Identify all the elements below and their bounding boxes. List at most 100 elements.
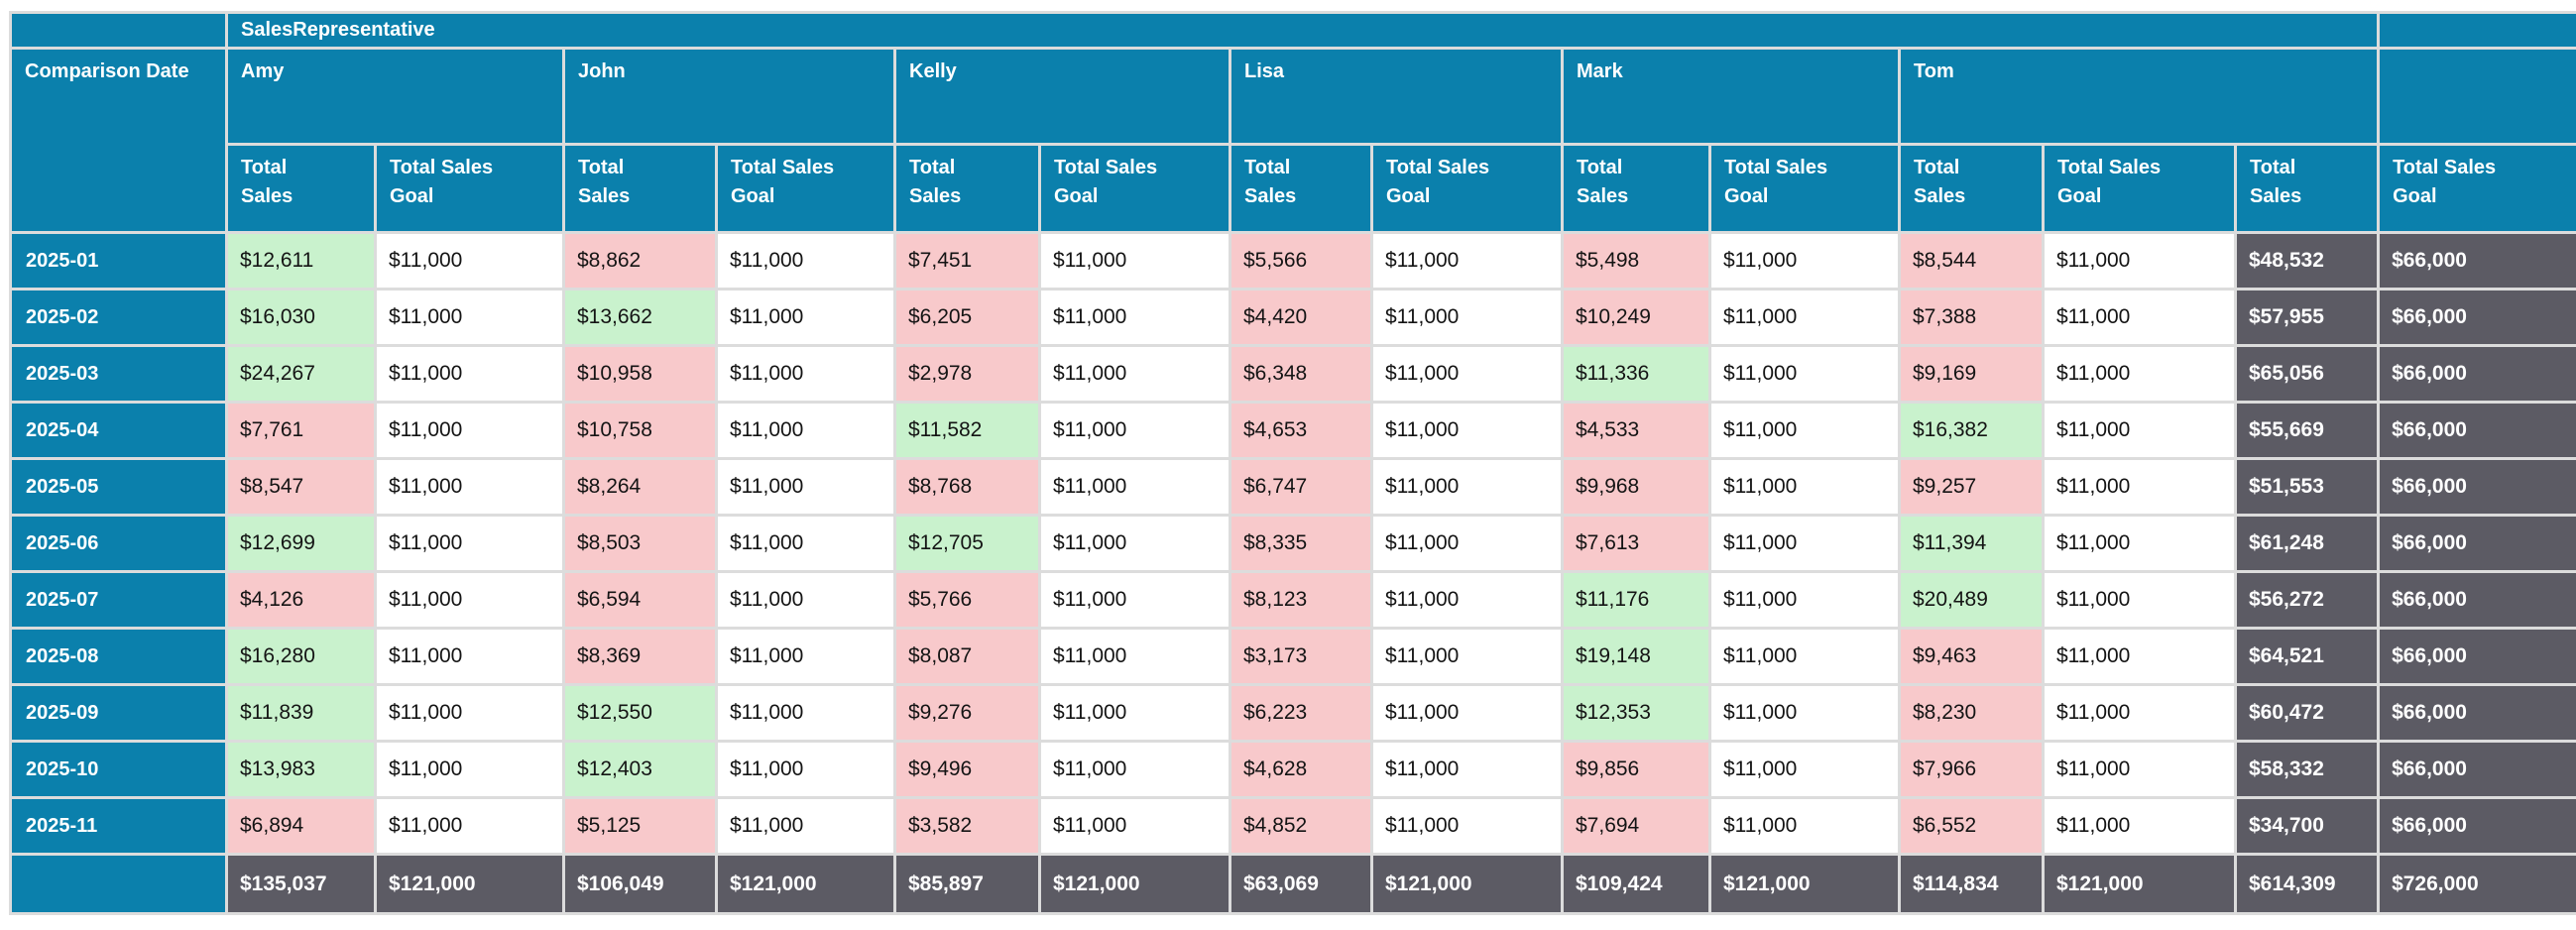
sales-value-cell: $10,758 (562, 401, 718, 460)
row-total-cell: $48,532 (2233, 231, 2381, 291)
sales-value-cell: $11,336 (1561, 344, 1711, 404)
sales-representative-header: SalesRepresentative (224, 11, 2381, 50)
goal-value-cell: $11,000 (1038, 401, 1231, 460)
measure-header-total-sales-goal: Total Sales Goal (2042, 143, 2237, 234)
rep-header-mark: Mark (1561, 47, 1901, 146)
sales-value-cell: $16,382 (1898, 401, 2045, 460)
row-total-goal-cell: $66,000 (2377, 740, 2576, 799)
table-row: 2025-01 $12,611 $11,000 $8,862 $11,000 $7,451… (9, 231, 2576, 291)
row-total-cell: $58,332 (2233, 740, 2381, 799)
goal-value-cell: $11,000 (715, 457, 896, 517)
sales-value-cell: $8,369 (562, 627, 718, 686)
sales-value-cell: $13,662 (562, 288, 718, 347)
sales-value-cell: $9,496 (893, 740, 1041, 799)
sales-value-cell: $9,968 (1561, 457, 1711, 517)
table-row: 2025-09 $11,839 $11,000 $12,550 $11,000 $9,27… (9, 683, 2576, 743)
measure-header-total-sales: Total Sales (562, 143, 718, 234)
goal-value-cell: $11,000 (2042, 514, 2237, 573)
goal-value-cell: $11,000 (2042, 457, 2237, 517)
table-row: 2025-03 $24,267 $11,000 $10,958 $11,000 $2,97… (9, 344, 2576, 404)
row-total-cell: $65,056 (2233, 344, 2381, 404)
goal-value-cell: $11,000 (1370, 401, 1564, 460)
goal-value-cell: $11,000 (1038, 514, 1231, 573)
footer-rep-goal-cell: $121,000 (1370, 853, 1564, 915)
goal-value-cell: $11,000 (374, 796, 565, 856)
goal-value-cell: $11,000 (2042, 740, 2237, 799)
date-cell: 2025-09 (9, 683, 228, 743)
sales-value-cell: $6,552 (1898, 796, 2045, 856)
footer-grand-goal-cell: $726,000 (2377, 853, 2576, 915)
sales-value-cell: $6,894 (225, 796, 377, 856)
measure-header-row: Total Sales Total Sales Goal Total Sales To… (11, 143, 2576, 234)
row-total-goal-cell: $66,000 (2377, 457, 2576, 517)
measure-header-total-sales-goal: Total Sales Goal (1370, 143, 1564, 234)
row-total-goal-cell: $66,000 (2377, 570, 2576, 630)
date-cell: 2025-07 (9, 570, 228, 630)
sales-value-cell: $9,169 (1898, 344, 2045, 404)
goal-value-cell: $11,000 (1370, 570, 1564, 630)
goal-value-cell: $11,000 (374, 740, 565, 799)
rep-header-blank (2377, 47, 2576, 146)
sales-value-cell: $4,533 (1561, 401, 1711, 460)
footer-rep-total-cell: $85,897 (893, 853, 1041, 915)
goal-value-cell: $11,000 (715, 570, 896, 630)
goal-value-cell: $11,000 (1370, 796, 1564, 856)
table-row: 2025-02 $16,030 $11,000 $13,662 $11,000 $6,20… (9, 288, 2576, 347)
goal-value-cell: $11,000 (2042, 683, 2237, 743)
sales-value-cell: $13,983 (225, 740, 377, 799)
goal-value-cell: $11,000 (1708, 570, 1901, 630)
date-cell: 2025-03 (9, 344, 228, 404)
goal-value-cell: $11,000 (2042, 796, 2237, 856)
footer-rep-total-cell: $114,834 (1898, 853, 2045, 915)
goal-value-cell: $11,000 (1370, 457, 1564, 517)
row-total-goal-cell: $66,000 (2377, 627, 2576, 686)
goal-value-cell: $11,000 (1708, 683, 1901, 743)
footer-rep-goal-cell: $121,000 (2042, 853, 2237, 915)
date-cell: 2025-10 (9, 740, 228, 799)
goal-value-cell: $11,000 (1038, 344, 1231, 404)
sales-value-cell: $7,451 (893, 231, 1041, 291)
sales-value-cell: $9,276 (893, 683, 1041, 743)
sales-value-cell: $11,839 (225, 683, 377, 743)
sales-value-cell: $20,489 (1898, 570, 2045, 630)
row-total-cell: $34,700 (2233, 796, 2381, 856)
goal-value-cell: $11,000 (1370, 627, 1564, 686)
sales-value-cell: $12,550 (562, 683, 718, 743)
date-cell: 2025-05 (9, 457, 228, 517)
measure-header-total-sales-goal: Total Sales Goal (2377, 143, 2576, 234)
goal-value-cell: $11,000 (374, 683, 565, 743)
sales-value-cell: $4,628 (1229, 740, 1373, 799)
sales-value-cell: $12,699 (225, 514, 377, 573)
measure-header-total-sales: Total Sales (1898, 143, 2045, 234)
sales-value-cell: $8,087 (893, 627, 1041, 686)
goal-value-cell: $11,000 (715, 401, 896, 460)
sales-value-cell: $11,582 (893, 401, 1041, 460)
sales-value-cell: $9,463 (1898, 627, 2045, 686)
row-total-cell: $51,553 (2233, 457, 2381, 517)
footer-rep-goal-cell: $121,000 (715, 853, 896, 915)
corner-cell (9, 11, 228, 50)
sales-value-cell: $11,394 (1898, 514, 2045, 573)
sales-value-cell: $16,030 (225, 288, 377, 347)
footer-rep-total-cell: $135,037 (225, 853, 377, 915)
footer-blank-cell (9, 853, 228, 915)
rep-header-kelly: Kelly (893, 47, 1231, 146)
footer-rep-total-cell: $106,049 (562, 853, 718, 915)
sales-value-cell: $6,747 (1229, 457, 1373, 517)
sales-value-cell: $4,653 (1229, 401, 1373, 460)
goal-value-cell: $11,000 (374, 627, 565, 686)
sales-value-cell: $8,264 (562, 457, 718, 517)
goal-value-cell: $11,000 (715, 740, 896, 799)
sales-value-cell: $2,978 (893, 344, 1041, 404)
measure-header-total-sales-goal: Total Sales Goal (1038, 143, 1231, 234)
sales-value-cell: $7,694 (1561, 796, 1711, 856)
goal-value-cell: $11,000 (715, 796, 896, 856)
table-row: 2025-05 $8,547 $11,000 $8,264 $11,000 $8,768 $… (9, 457, 2576, 517)
goal-value-cell: $11,000 (715, 627, 896, 686)
comparison-date-header: Comparison Date (9, 47, 228, 234)
sales-value-cell: $6,205 (893, 288, 1041, 347)
row-total-goal-cell: $66,000 (2377, 514, 2576, 573)
goal-value-cell: $11,000 (374, 570, 565, 630)
sales-value-cell: $3,173 (1229, 627, 1373, 686)
